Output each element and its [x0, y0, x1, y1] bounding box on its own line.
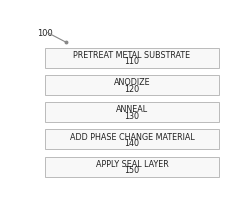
Text: 130: 130 — [124, 112, 140, 121]
Bar — [45, 75, 219, 95]
Text: ADD PHASE CHANGE MATERIAL: ADD PHASE CHANGE MATERIAL — [70, 132, 194, 142]
Text: 140: 140 — [124, 139, 140, 148]
Text: 150: 150 — [124, 166, 140, 175]
Text: ANODIZE: ANODIZE — [114, 78, 150, 87]
Text: PRETREAT METAL SUBSTRATE: PRETREAT METAL SUBSTRATE — [74, 51, 190, 60]
Bar — [45, 102, 219, 122]
Text: 100: 100 — [37, 29, 53, 38]
Text: APPLY SEAL LAYER: APPLY SEAL LAYER — [96, 160, 168, 169]
Text: 110: 110 — [124, 57, 140, 66]
Bar — [45, 157, 219, 177]
Text: 120: 120 — [124, 84, 140, 94]
Text: ANNEAL: ANNEAL — [116, 105, 148, 114]
Bar — [45, 48, 219, 68]
Bar — [45, 129, 219, 150]
